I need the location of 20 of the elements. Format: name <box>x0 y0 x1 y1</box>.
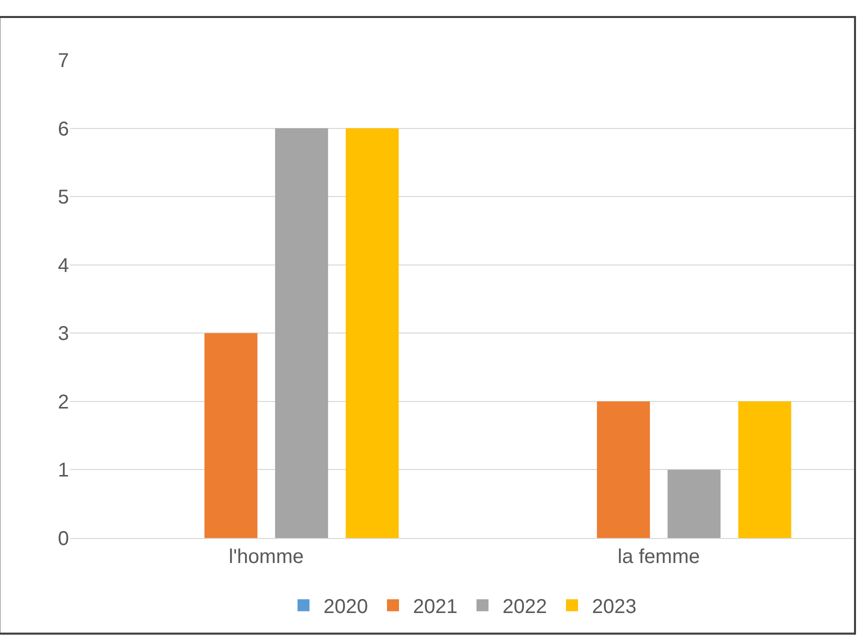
x-tick-label: la femme <box>618 546 700 568</box>
bar <box>668 470 721 538</box>
y-tick-label: 7 <box>58 50 69 72</box>
bar <box>204 333 258 538</box>
y-tick-label: 1 <box>58 460 69 482</box>
legend-label: 2023 <box>592 596 636 618</box>
y-tick-label: 2 <box>58 391 69 414</box>
y-tick-label: 6 <box>58 118 69 140</box>
y-tick-label: 3 <box>58 323 69 346</box>
y-tick-label: 4 <box>58 254 69 277</box>
y-tick-label: 0 <box>58 528 69 550</box>
bar <box>275 128 328 538</box>
legend-label: 2020 <box>324 596 368 618</box>
legend-label: 2021 <box>413 596 458 618</box>
x-tick-label: l'homme <box>228 546 304 568</box>
bar <box>596 401 650 538</box>
bar <box>738 401 792 538</box>
y-tick-label: 5 <box>58 186 69 209</box>
legend-label: 2022 <box>502 596 547 618</box>
bar <box>346 128 399 538</box>
